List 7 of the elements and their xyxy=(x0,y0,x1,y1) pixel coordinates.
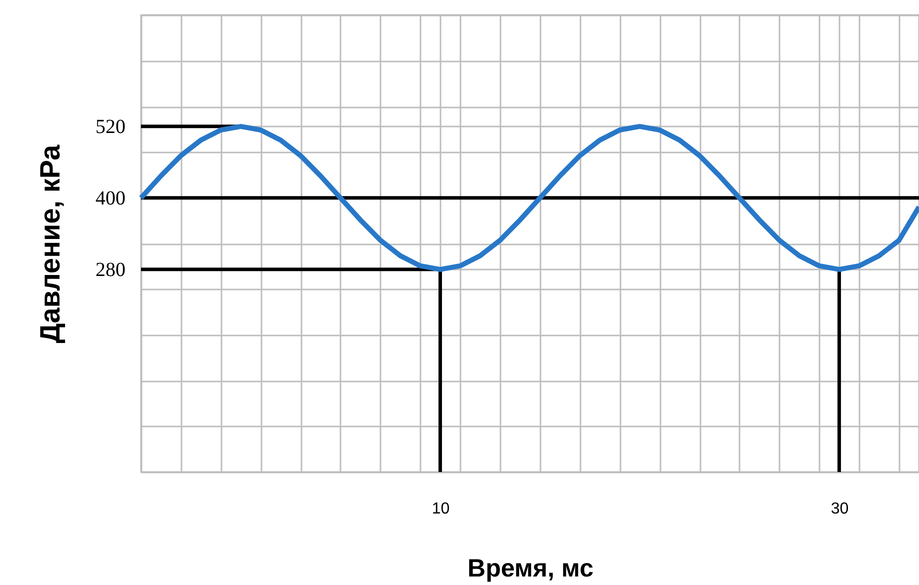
x-tick-label: 10 xyxy=(432,500,450,518)
x-tick-label: 30 xyxy=(830,500,849,518)
y-tick-label: 400 xyxy=(96,187,126,210)
x-axis-title: Время, мс xyxy=(468,554,594,582)
y-tick-label: 280 xyxy=(96,258,126,281)
y-axis-title: Давление, кРа xyxy=(34,144,66,344)
y-tick-label: 520 xyxy=(96,116,126,138)
